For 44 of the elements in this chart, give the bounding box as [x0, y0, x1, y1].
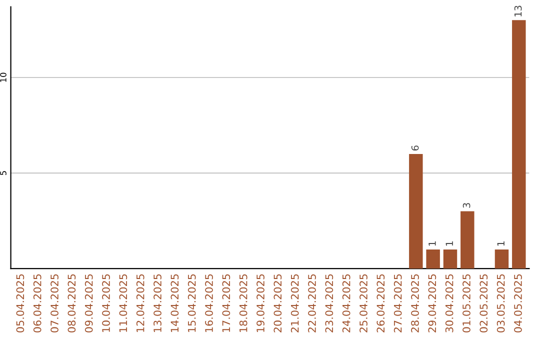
x-tick-label: 12.04.2025 — [136, 274, 144, 332]
x-tick-label: 02.05.2025 — [480, 274, 488, 332]
y-tick-label: 10 — [0, 72, 6, 82]
x-tick-label: 01.05.2025 — [462, 274, 470, 332]
x-tick-label: 25.04.2025 — [360, 274, 368, 332]
x-tick-label: 29.04.2025 — [428, 274, 436, 332]
bar — [494, 249, 509, 269]
bar — [512, 20, 526, 269]
x-tick-label: 27.04.2025 — [394, 274, 402, 332]
x-tick-label: 13.04.2025 — [154, 274, 162, 332]
x-tick-label: 15.04.2025 — [188, 274, 196, 332]
x-tick-label: 30.04.2025 — [445, 274, 454, 332]
x-tick-label: 23.04.2025 — [325, 274, 334, 332]
data-label: 1 — [446, 241, 453, 246]
bar — [460, 211, 474, 269]
x-tick-label: 28.04.2025 — [411, 274, 419, 332]
x-tick-label: 10.04.2025 — [102, 274, 110, 332]
x-tick-label: 14.04.2025 — [170, 274, 179, 332]
x-tick-label: 05.04.2025 — [16, 274, 24, 332]
x-tick-label: 07.04.2025 — [50, 274, 58, 332]
x-tick-label: 16.04.2025 — [205, 274, 213, 332]
x-tick-label: 18.04.2025 — [239, 274, 248, 332]
data-label: 13 — [514, 6, 522, 16]
data-label: 1 — [497, 241, 504, 246]
x-tick-label: 11.04.2025 — [119, 274, 128, 332]
x-tick-label: 26.04.2025 — [376, 274, 385, 332]
x-tick-label: 24.04.2025 — [342, 274, 350, 332]
y-tick-label: 5 — [0, 171, 6, 176]
x-tick-label: 22.04.2025 — [308, 274, 316, 332]
x-tick-label: 08.04.2025 — [68, 274, 76, 332]
bar — [409, 154, 423, 269]
x-tick-label: 04.05.2025 — [514, 274, 522, 332]
bar — [443, 249, 458, 269]
x-tick-label: 06.04.2025 — [33, 274, 42, 332]
x-tick-label: 03.05.2025 — [496, 274, 505, 332]
x-tick-label: 09.04.2025 — [84, 274, 93, 332]
data-label: 3 — [462, 203, 470, 208]
x-tick-label: 17.04.2025 — [222, 274, 230, 332]
bar — [426, 249, 440, 269]
x-tick-label: 20.04.2025 — [274, 274, 282, 332]
x-tick-label: 19.04.2025 — [256, 274, 264, 332]
data-label: 1 — [428, 241, 436, 246]
x-tick-label: 21.04.2025 — [290, 274, 299, 332]
data-label: 6 — [411, 146, 419, 150]
